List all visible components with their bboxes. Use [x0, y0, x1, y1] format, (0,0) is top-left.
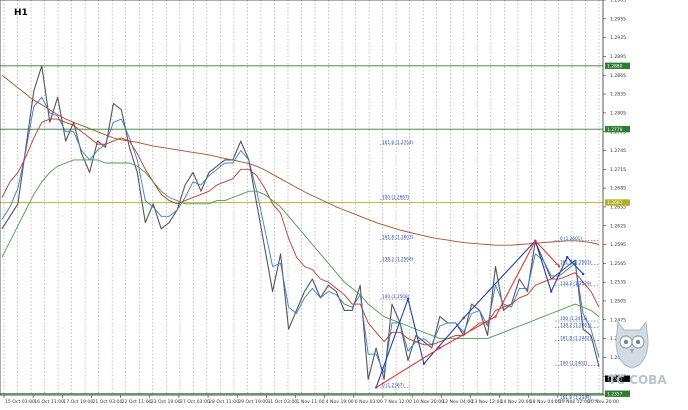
y-tick-label: 1.2685 [610, 186, 626, 192]
x-tick-label: 27 Oct 03:00 [180, 399, 210, 405]
y-tick-label: 1.2985 [610, 0, 626, 4]
x-tick-label: 19 Nov 12:00 [559, 399, 590, 405]
zigzag-point [422, 362, 426, 365]
price-label-text: 1.2779 [607, 127, 623, 133]
series-line-4 [1, 74, 600, 246]
fib-right-label: 161.8 (1.2347) [560, 395, 592, 400]
series-line-1 [1, 96, 600, 374]
y-tick-label: 1.2595 [610, 242, 626, 248]
x-tick-label: 15 Oct 03:00 [5, 399, 35, 405]
fib-left-label: 161.8 (1.2754) [382, 140, 414, 145]
y-tick-label: 1.2805 [610, 110, 626, 116]
x-tick-label: 6 Nov 03:00 [355, 399, 383, 405]
y-tick-label: 1.2715 [610, 167, 626, 173]
x-tick-label: 20 Nov 20:00 [588, 399, 619, 405]
fib-left-label: 138.2 (1.2568) [382, 256, 414, 261]
x-tick-label: 7 Nov 12:00 [384, 399, 412, 405]
zigzag-point [534, 239, 537, 242]
price-labels: 1.28801.27791.26621.23811.23571.23281.23… [605, 62, 630, 410]
x-tick-label: 29 Oct 19:00 [238, 399, 268, 405]
chart-title: H1 [14, 8, 28, 18]
zigzag-point [581, 272, 585, 276]
x-axis: 15 Oct 03:00 16 Oct 11:00 17 Oct 19:00 21 O… [3, 395, 619, 405]
fib-right-label: 161.8 (1.2563) [560, 260, 592, 265]
zigzag-point [438, 346, 441, 350]
price-label-text: 1.2381 [607, 376, 623, 382]
y-tick-label: 1.2955 [610, 16, 626, 22]
fib-right-label: 100 (1.2473) [560, 316, 588, 321]
fib-left-label: 161.8 (1.2603) [382, 235, 414, 240]
price-label-text: 1.2662 [607, 200, 623, 206]
price-label-text: 1.2880 [607, 63, 623, 69]
zigzag-point [494, 315, 497, 318]
x-tick-label: 18 Nov 04:00 [530, 399, 561, 405]
y-tick-label: 1.2745 [610, 148, 626, 154]
plot-frame [0, 0, 604, 396]
x-tick-label: 21 Oct 03:00 [92, 399, 122, 405]
x-tick-label: 12 Nov 04:00 [442, 399, 473, 405]
price-label-box [605, 125, 630, 133]
zigzag-point [374, 386, 378, 389]
y-tick-label: 1.2565 [610, 261, 626, 267]
fib-left-label: 100 (1.2667) [382, 194, 410, 199]
x-tick-label: 17 Oct 19:00 [63, 399, 93, 405]
watermark-text: TC COBA [608, 373, 667, 387]
x-tick-label: 14 Nov 20:00 [501, 399, 532, 405]
horizontal-levels [0, 65, 603, 395]
price-label-box [605, 375, 630, 382]
zigzag-point [550, 290, 553, 293]
price-label-box [605, 199, 630, 206]
grid [3, 0, 600, 395]
fib-left-label: 0 (1.2367) [382, 382, 404, 387]
fib-left-label: 100 (1.2508) [382, 294, 410, 299]
y-tick-label: 1.2415 [610, 355, 626, 361]
fib-right-label: 161.8 (1.2442) [560, 335, 592, 340]
x-tick-label: 10 Nov 20:00 [413, 399, 444, 405]
x-tick-label: 1 Nov 11:00 [297, 399, 325, 405]
price-label-text: 1.2357 [607, 391, 623, 397]
y-tick-label: 1.2895 [610, 54, 626, 60]
fib-right-label: 138.2 (1.2529) [560, 281, 592, 286]
x-tick-label: 23 Oct 19:00 [151, 399, 181, 405]
zigzag-lines [374, 239, 585, 389]
price-label-box [605, 390, 630, 397]
y-tick-label: 1.2835 [610, 92, 626, 98]
x-tick-label: 31 Oct 03:00 [267, 399, 297, 405]
y-tick-label: 1.2625 [610, 223, 626, 229]
fib-right-label: 100 (1.2402) [560, 361, 588, 366]
fib-right-label: 0 (1.2601) [560, 236, 582, 241]
y-tick-label: 1.2505 [610, 299, 626, 305]
x-tick-label: 4 Nov 19:00 [326, 399, 354, 405]
zigzag-point [566, 255, 569, 259]
series-line-3 [1, 159, 600, 340]
y-tick-label: 1.2865 [610, 73, 626, 79]
x-tick-label: 16 Oct 11:00 [34, 399, 64, 405]
zigzag-point [462, 316, 465, 320]
zigzag-point [558, 265, 561, 268]
fibonacci-levels: 161.8 (1.2754) 100 (1.2667) 161.8 (1.2603)… [380, 140, 600, 401]
y-tick-label: 1.2475 [610, 317, 626, 323]
x-tick-label: 22 Oct 11:00 [122, 399, 152, 405]
y-tick-label: 1.2535 [610, 280, 626, 286]
x-tick-label: 13 Nov 12:00 [471, 399, 502, 405]
watermark-logo: TC COBA [608, 320, 667, 387]
y-tick-label: 1.2925 [610, 35, 626, 41]
x-tick-label: 28 Oct 11:00 [209, 399, 239, 405]
zigzag-0 [375, 239, 584, 388]
fib-right-label: 138.2 (1.2463) [560, 322, 592, 327]
price-label-box [605, 62, 630, 70]
y-tick-label: 1.2655 [610, 205, 626, 211]
